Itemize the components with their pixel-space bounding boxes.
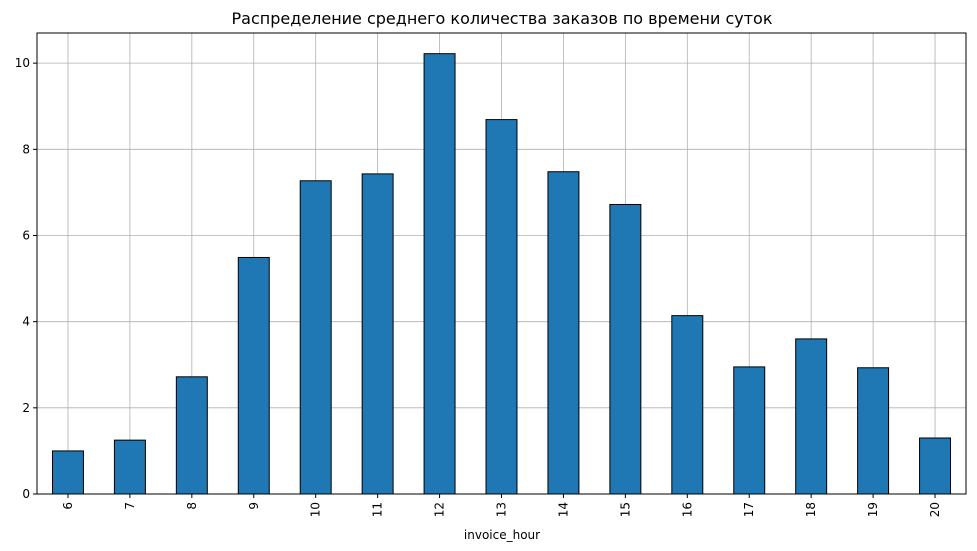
bar — [671, 315, 704, 495]
bar — [113, 439, 146, 495]
x-tick-label: 20 — [928, 502, 942, 517]
y-tick-label: 8 — [22, 142, 30, 156]
bar — [299, 180, 332, 495]
x-tick-label: 7 — [123, 502, 137, 510]
x-tick-label: 19 — [866, 502, 880, 517]
x-tick-label: 18 — [804, 502, 818, 517]
x-tick-label: 15 — [618, 502, 632, 517]
bar — [795, 338, 828, 495]
bar — [237, 256, 270, 495]
bar — [423, 53, 456, 495]
x-tick-label: 17 — [742, 502, 756, 517]
x-tick-label: 11 — [371, 502, 385, 517]
y-tick-label: 4 — [22, 315, 30, 329]
y-tick-label: 6 — [22, 228, 30, 242]
bar — [919, 437, 952, 495]
bar — [733, 366, 766, 495]
y-tick-label: 10 — [15, 56, 30, 70]
x-tick-label: 12 — [433, 502, 447, 517]
x-tick-label: 8 — [185, 502, 199, 510]
x-tick-label: 13 — [495, 502, 509, 517]
bar — [175, 376, 208, 495]
x-tick-label: 14 — [556, 502, 570, 517]
x-axis: 6 7 8 9 10 11 12 13 14 15 16 17 18 19 20 — [61, 494, 942, 517]
y-axis: 0 2 4 6 8 10 — [15, 56, 37, 501]
x-tick-label: 16 — [680, 502, 694, 517]
chart-title: Распределение среднего количества заказо… — [232, 9, 773, 28]
bars — [51, 53, 952, 495]
bar — [857, 367, 890, 495]
y-tick-label: 2 — [22, 401, 30, 415]
bar — [361, 173, 394, 495]
x-tick-label: 6 — [61, 502, 75, 510]
y-tick-label: 0 — [22, 487, 30, 501]
bar — [51, 450, 84, 495]
x-axis-label: invoice_hour — [464, 528, 540, 542]
bar — [547, 171, 580, 495]
bar — [485, 119, 518, 495]
bar — [609, 203, 642, 495]
x-tick-label: 10 — [309, 502, 323, 517]
x-tick-label: 9 — [247, 502, 261, 510]
